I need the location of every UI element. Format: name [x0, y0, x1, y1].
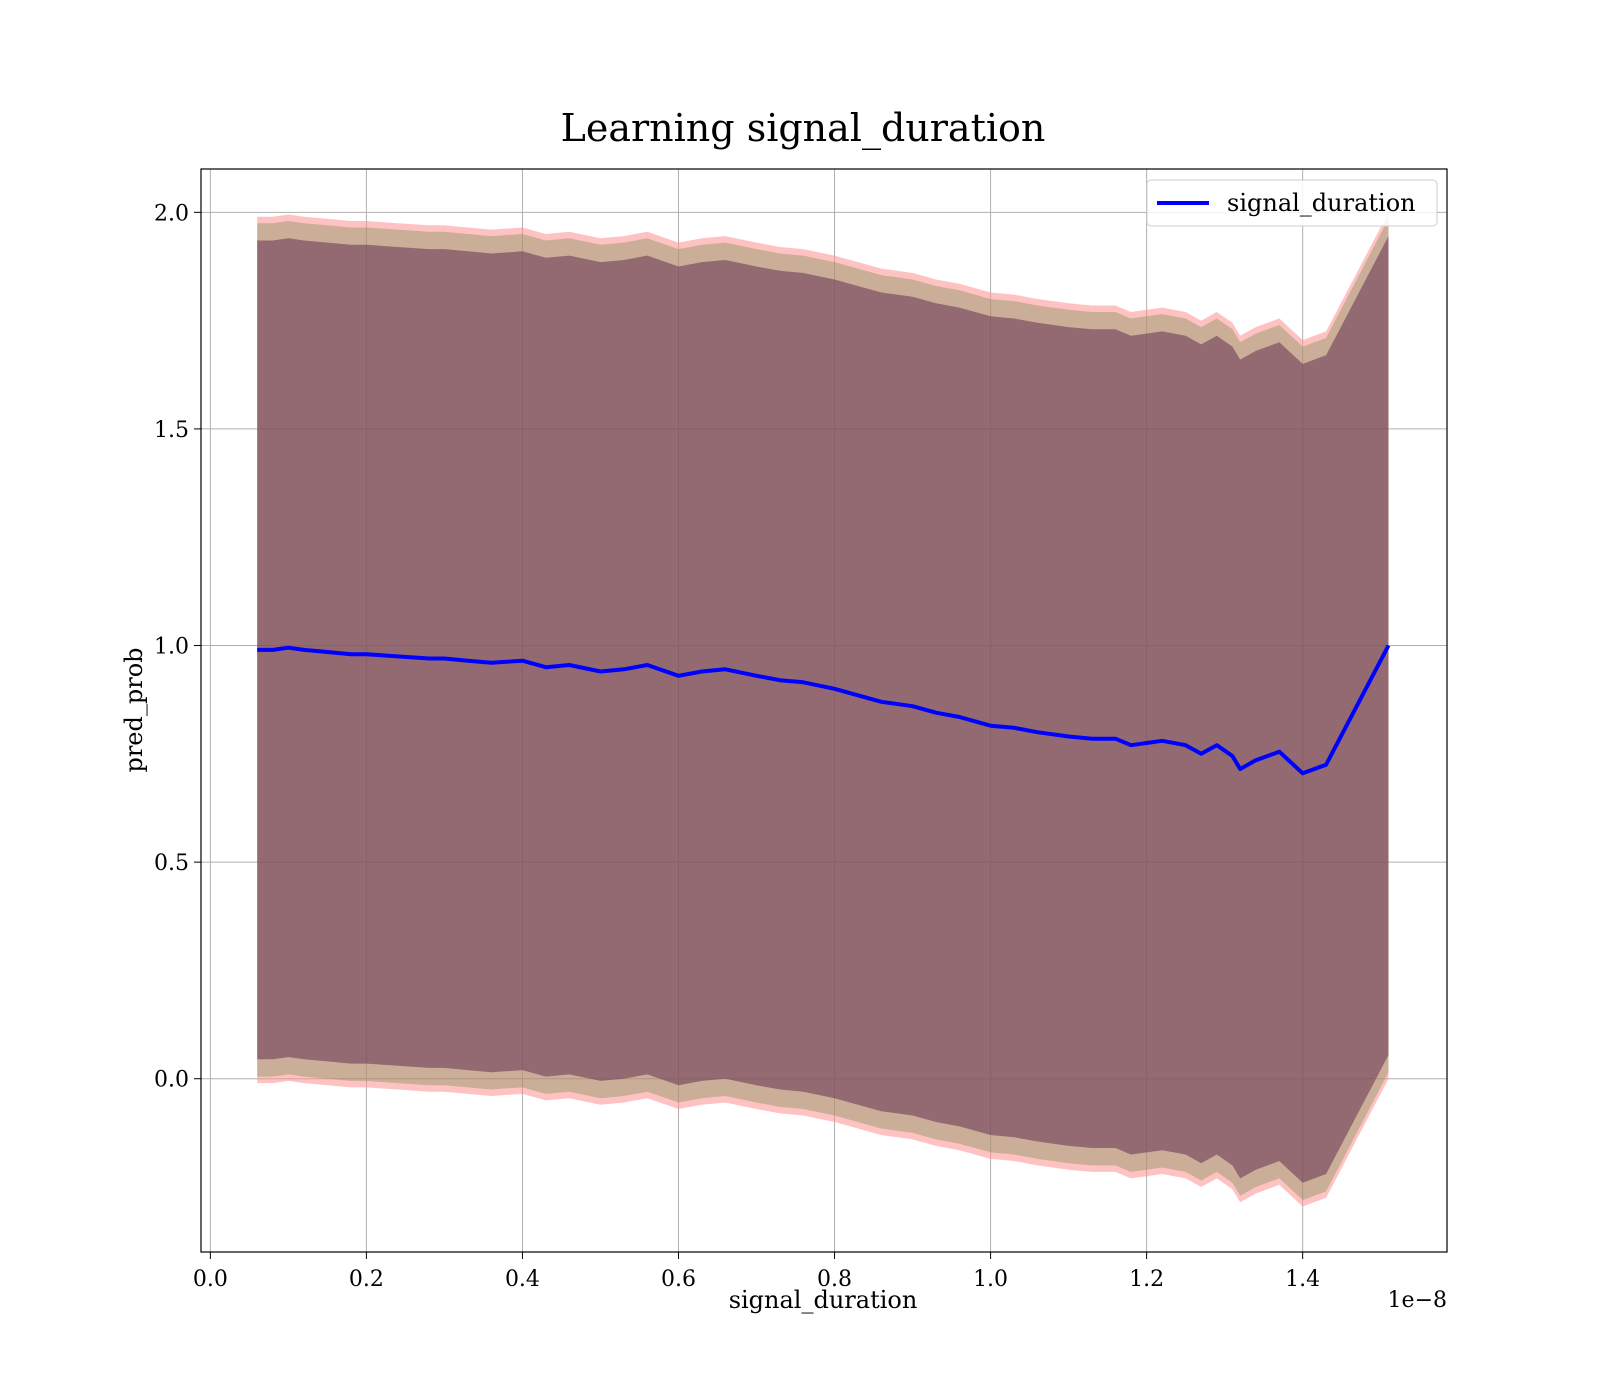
chart-title: Learning signal_duration [561, 106, 1046, 151]
series-line-0 [257, 644, 1391, 776]
series-lines [257, 644, 1391, 776]
x-tick-label-0: 0.0 [193, 1267, 228, 1292]
legend-label-signal-duration: signal_duration [1227, 189, 1416, 217]
y-tick-label-0: 0.0 [154, 1068, 189, 1093]
y-axis-ticks: 0.0 0.5 1.0 1.5 2.0 [154, 201, 201, 1093]
x-tick-label-4: 0.8 [817, 1267, 852, 1292]
y-tick-label-2: 1.0 [154, 635, 189, 660]
y-axis-label: pred_prob [120, 647, 148, 772]
x-tick-label-3: 0.6 [661, 1267, 696, 1292]
x-tick-label-6: 1.2 [1129, 1267, 1164, 1292]
y-tick-label-1: 0.5 [154, 851, 189, 876]
x-tick-label-1: 0.2 [349, 1267, 384, 1292]
plot-frame [200, 168, 1448, 1253]
y-tick-label-4: 2.0 [154, 201, 189, 226]
legend: signal_duration [1146, 179, 1438, 227]
x-tick-label-5: 1.0 [973, 1267, 1008, 1292]
legend-box [1146, 179, 1438, 227]
x-axis-label: signal_duration [729, 1286, 918, 1314]
confidence-bands [257, 212, 1389, 1207]
x-axis-offset-label: 1e−8 [1388, 1288, 1447, 1313]
band-2 [257, 236, 1389, 1183]
y-tick-label-3: 1.5 [154, 418, 189, 443]
x-tick-label-2: 0.4 [505, 1267, 540, 1292]
x-tick-label-7: 1.4 [1285, 1267, 1320, 1292]
x-axis-ticks: 0.0 0.2 0.4 0.6 0.8 1.0 1.2 1.4 [193, 1252, 1320, 1292]
